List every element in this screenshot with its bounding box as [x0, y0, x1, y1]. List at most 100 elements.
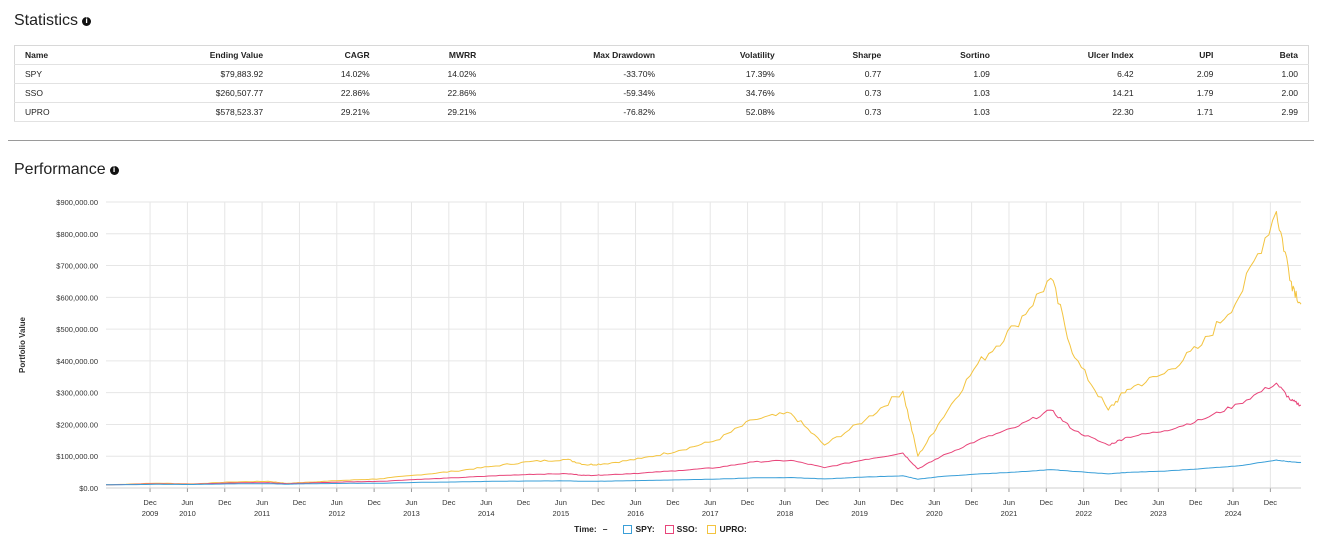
- y-axis-label: Portfolio Value: [18, 316, 27, 373]
- x-tick-label: Jun: [854, 498, 866, 507]
- legend-swatch[interactable]: [664, 525, 674, 535]
- x-tick-year-label: 2016: [627, 509, 644, 518]
- series-line-upro: [105, 211, 1302, 486]
- table-cell: 2.99: [1223, 102, 1309, 122]
- column-header[interactable]: Ending Value: [112, 45, 274, 65]
- y-tick-label: $900,000.00: [56, 198, 98, 207]
- x-tick-label: Dec: [816, 498, 830, 507]
- x-tick-label: Dec: [143, 498, 157, 507]
- column-header[interactable]: Volatility: [665, 45, 785, 65]
- table-cell: 22.86%: [273, 83, 380, 103]
- column-header[interactable]: Ulcer Index: [999, 45, 1144, 65]
- table-cell: 1.79: [1143, 83, 1224, 103]
- table-cell: $79,883.92: [112, 64, 274, 84]
- x-tick-label: Dec: [1114, 498, 1128, 507]
- table-cell: SSO: [14, 83, 113, 103]
- table-cell: 0.73: [784, 83, 892, 103]
- x-tick-label: Jun: [629, 498, 641, 507]
- table-cell: 1.09: [891, 64, 1000, 84]
- chart-legend: Time: – SPY: SSO: UPRO:: [0, 524, 1321, 535]
- legend-label[interactable]: SSO:: [676, 524, 698, 534]
- table-row: SSO $260,507.77 22.86% 22.86% -59.34% 34.76% 0…: [14, 83, 1309, 103]
- legend-label[interactable]: SPY:: [635, 524, 655, 534]
- x-tick-label: Jun: [928, 498, 940, 507]
- x-tick-label: Jun: [779, 498, 791, 507]
- legend-time-value: –: [602, 524, 608, 535]
- y-tick-label: $800,000.00: [56, 230, 98, 239]
- x-tick-year-label: 2013: [403, 509, 420, 518]
- y-tick-label: $400,000.00: [56, 357, 98, 366]
- x-tick-label: Dec: [741, 498, 755, 507]
- x-tick-label: Dec: [666, 498, 680, 507]
- x-tick-label: Dec: [293, 498, 307, 507]
- column-header[interactable]: Beta: [1223, 45, 1309, 65]
- legend-swatch[interactable]: [623, 525, 633, 535]
- table-cell: 22.86%: [379, 83, 487, 103]
- series-line-sso: [105, 382, 1302, 486]
- table-cell: 17.39%: [665, 64, 785, 84]
- x-tick-label: Dec: [890, 498, 904, 507]
- table-cell: 1.03: [891, 83, 1000, 103]
- x-tick-label: Dec: [1189, 498, 1203, 507]
- table-cell: 29.21%: [379, 102, 487, 122]
- table-cell: 14.02%: [273, 64, 380, 84]
- table-cell: SPY: [14, 64, 113, 84]
- table-cell: 52.08%: [665, 102, 785, 122]
- column-header[interactable]: Sharpe: [784, 45, 892, 65]
- x-tick-year-label: 2019: [851, 509, 868, 518]
- table-cell: $260,507.77: [112, 83, 274, 103]
- x-tick-year-label: 2012: [328, 509, 345, 518]
- table-cell: UPRO: [14, 102, 113, 122]
- column-header[interactable]: Sortino: [891, 45, 1000, 65]
- table-cell: $578,523.37: [112, 102, 274, 122]
- column-header[interactable]: Max Drawdown: [486, 45, 666, 65]
- table-cell: 2.00: [1223, 83, 1309, 103]
- table-cell: -33.70%: [486, 64, 666, 84]
- table-cell: -76.82%: [486, 102, 666, 122]
- y-tick-label: $0.00: [79, 484, 98, 493]
- x-tick-label: Dec: [965, 498, 979, 507]
- x-tick-year-label: 2009: [142, 509, 159, 518]
- table-row: UPRO $578,523.37 29.21% 29.21% -76.82% 52.08%…: [14, 102, 1309, 122]
- performance-heading: Performance i: [14, 161, 119, 179]
- x-tick-year-label: 2020: [926, 509, 943, 518]
- y-tick-label: $100,000.00: [56, 452, 98, 461]
- legend-swatch[interactable]: [707, 525, 717, 535]
- x-tick-year-label: 2023: [1150, 509, 1167, 518]
- x-tick-label: Jun: [181, 498, 193, 507]
- statistics-table: Name Ending Value CAGR MWRR Max Drawdown Vola…: [14, 45, 1309, 122]
- x-tick-year-label: 2011: [254, 509, 270, 518]
- column-header[interactable]: UPI: [1143, 45, 1224, 65]
- statistics-title: Statistics: [14, 12, 79, 29]
- section-divider: [8, 140, 1314, 141]
- info-circle-icon[interactable]: i: [82, 16, 92, 26]
- x-tick-year-label: 2017: [702, 509, 719, 518]
- x-tick-label: Jun: [704, 498, 716, 507]
- x-tick-label: Jun: [1227, 498, 1239, 507]
- x-tick-label: Dec: [592, 498, 606, 507]
- column-header[interactable]: CAGR: [273, 45, 380, 65]
- table-cell: 14.02%: [379, 64, 487, 84]
- table-header-row: Name Ending Value CAGR MWRR Max Drawdown Vola…: [14, 45, 1309, 65]
- table-cell: -59.34%: [486, 83, 666, 103]
- y-tick-label: $500,000.00: [56, 325, 98, 334]
- table-cell: 0.73: [784, 102, 892, 122]
- legend-label[interactable]: UPRO:: [719, 524, 747, 534]
- info-circle-icon[interactable]: i: [109, 165, 119, 175]
- table-cell: 1.00: [1223, 64, 1309, 84]
- table-row: SPY $79,883.92 14.02% 14.02% -33.70% 17.39% 0.…: [14, 64, 1309, 84]
- y-tick-label: $200,000.00: [56, 420, 98, 429]
- legend-items: SPY: SSO: UPRO:: [613, 524, 747, 535]
- x-tick-year-label: 2022: [1075, 509, 1092, 518]
- x-tick-label: Dec: [367, 498, 381, 507]
- x-tick-year-label: 2010: [179, 509, 196, 518]
- x-tick-year-label: 2014: [478, 509, 495, 518]
- x-tick-label: Dec: [442, 498, 456, 507]
- x-tick-year-label: 2018: [777, 509, 794, 518]
- x-tick-year-label: 2015: [553, 509, 570, 518]
- column-header[interactable]: Name: [14, 45, 113, 65]
- column-header[interactable]: MWRR: [379, 45, 487, 65]
- x-tick-label: Jun: [405, 498, 417, 507]
- table-cell: 14.21: [999, 83, 1144, 103]
